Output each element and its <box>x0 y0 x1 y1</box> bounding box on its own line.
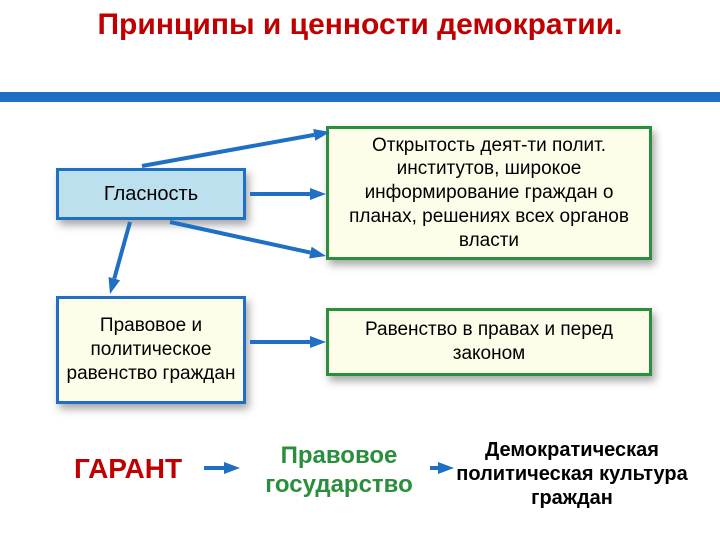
arrow-glasnost-to-openness-bot <box>170 222 310 253</box>
node-glasnost: Гласность <box>56 168 246 220</box>
arrowhead-glasnost-to-openness-mid <box>310 188 326 200</box>
page-title: Принципы и ценности демократии. <box>0 0 720 44</box>
label-garant: ГАРАНТ <box>48 452 208 486</box>
node-openness: Открытость деят-ти полит. институтов, ши… <box>326 126 652 260</box>
node-equality-right: Равенство в правах и перед законом <box>326 308 652 376</box>
arrow-glasnost-to-openness-top <box>142 135 314 166</box>
arrowhead-equality-to-equality-right <box>310 336 326 348</box>
node-equality-left: Правовое и политическое равенство гражда… <box>56 296 246 404</box>
arrowhead-glasnost-to-openness-bot <box>309 247 326 259</box>
title-underline <box>0 92 720 102</box>
label-culture: Демократическая политическая культура гр… <box>452 438 692 510</box>
arrowhead-glasnost-to-equality-left <box>109 277 121 294</box>
arrowhead-garant-to-pravovoe <box>224 462 240 474</box>
label-pravovoe: Правовое государство <box>244 442 434 500</box>
arrow-glasnost-to-equality-left <box>114 222 130 279</box>
